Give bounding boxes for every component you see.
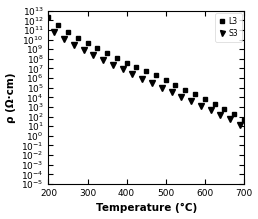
L3 [86, 42, 89, 45]
S3 [160, 87, 163, 89]
Y-axis label: ρ (Ω·cm): ρ (Ω·cm) [6, 72, 15, 123]
Line: S3: S3 [52, 29, 243, 127]
S3 [72, 43, 75, 46]
S3 [92, 54, 95, 56]
S3 [199, 104, 202, 107]
S3 [141, 77, 144, 80]
L3 [57, 24, 60, 27]
L3 [213, 103, 216, 105]
S3 [111, 63, 115, 66]
S3 [229, 118, 232, 121]
L3 [164, 79, 167, 81]
L3 [154, 74, 157, 76]
L3 [106, 52, 109, 54]
Line: L3: L3 [46, 15, 246, 123]
S3 [82, 49, 85, 51]
L3 [184, 88, 187, 91]
L3 [144, 70, 148, 73]
L3 [203, 98, 206, 101]
S3 [180, 95, 183, 98]
S3 [238, 123, 241, 126]
L3 [125, 61, 128, 64]
S3 [131, 72, 134, 75]
S3 [209, 109, 212, 112]
L3 [96, 47, 99, 50]
L3 [135, 65, 138, 68]
S3 [62, 37, 66, 40]
Legend: L3, S3: L3, S3 [215, 13, 241, 42]
S3 [170, 91, 173, 94]
L3 [194, 93, 197, 96]
L3 [66, 31, 69, 34]
L3 [174, 83, 177, 86]
L3 [242, 119, 245, 122]
S3 [121, 68, 124, 71]
S3 [150, 82, 154, 85]
X-axis label: Temperature (°C): Temperature (°C) [95, 203, 197, 214]
S3 [53, 31, 56, 34]
L3 [223, 108, 226, 110]
L3 [232, 113, 236, 115]
S3 [102, 58, 105, 61]
L3 [76, 37, 79, 39]
L3 [47, 16, 50, 19]
L3 [115, 57, 118, 59]
S3 [219, 114, 222, 116]
S3 [190, 100, 193, 102]
